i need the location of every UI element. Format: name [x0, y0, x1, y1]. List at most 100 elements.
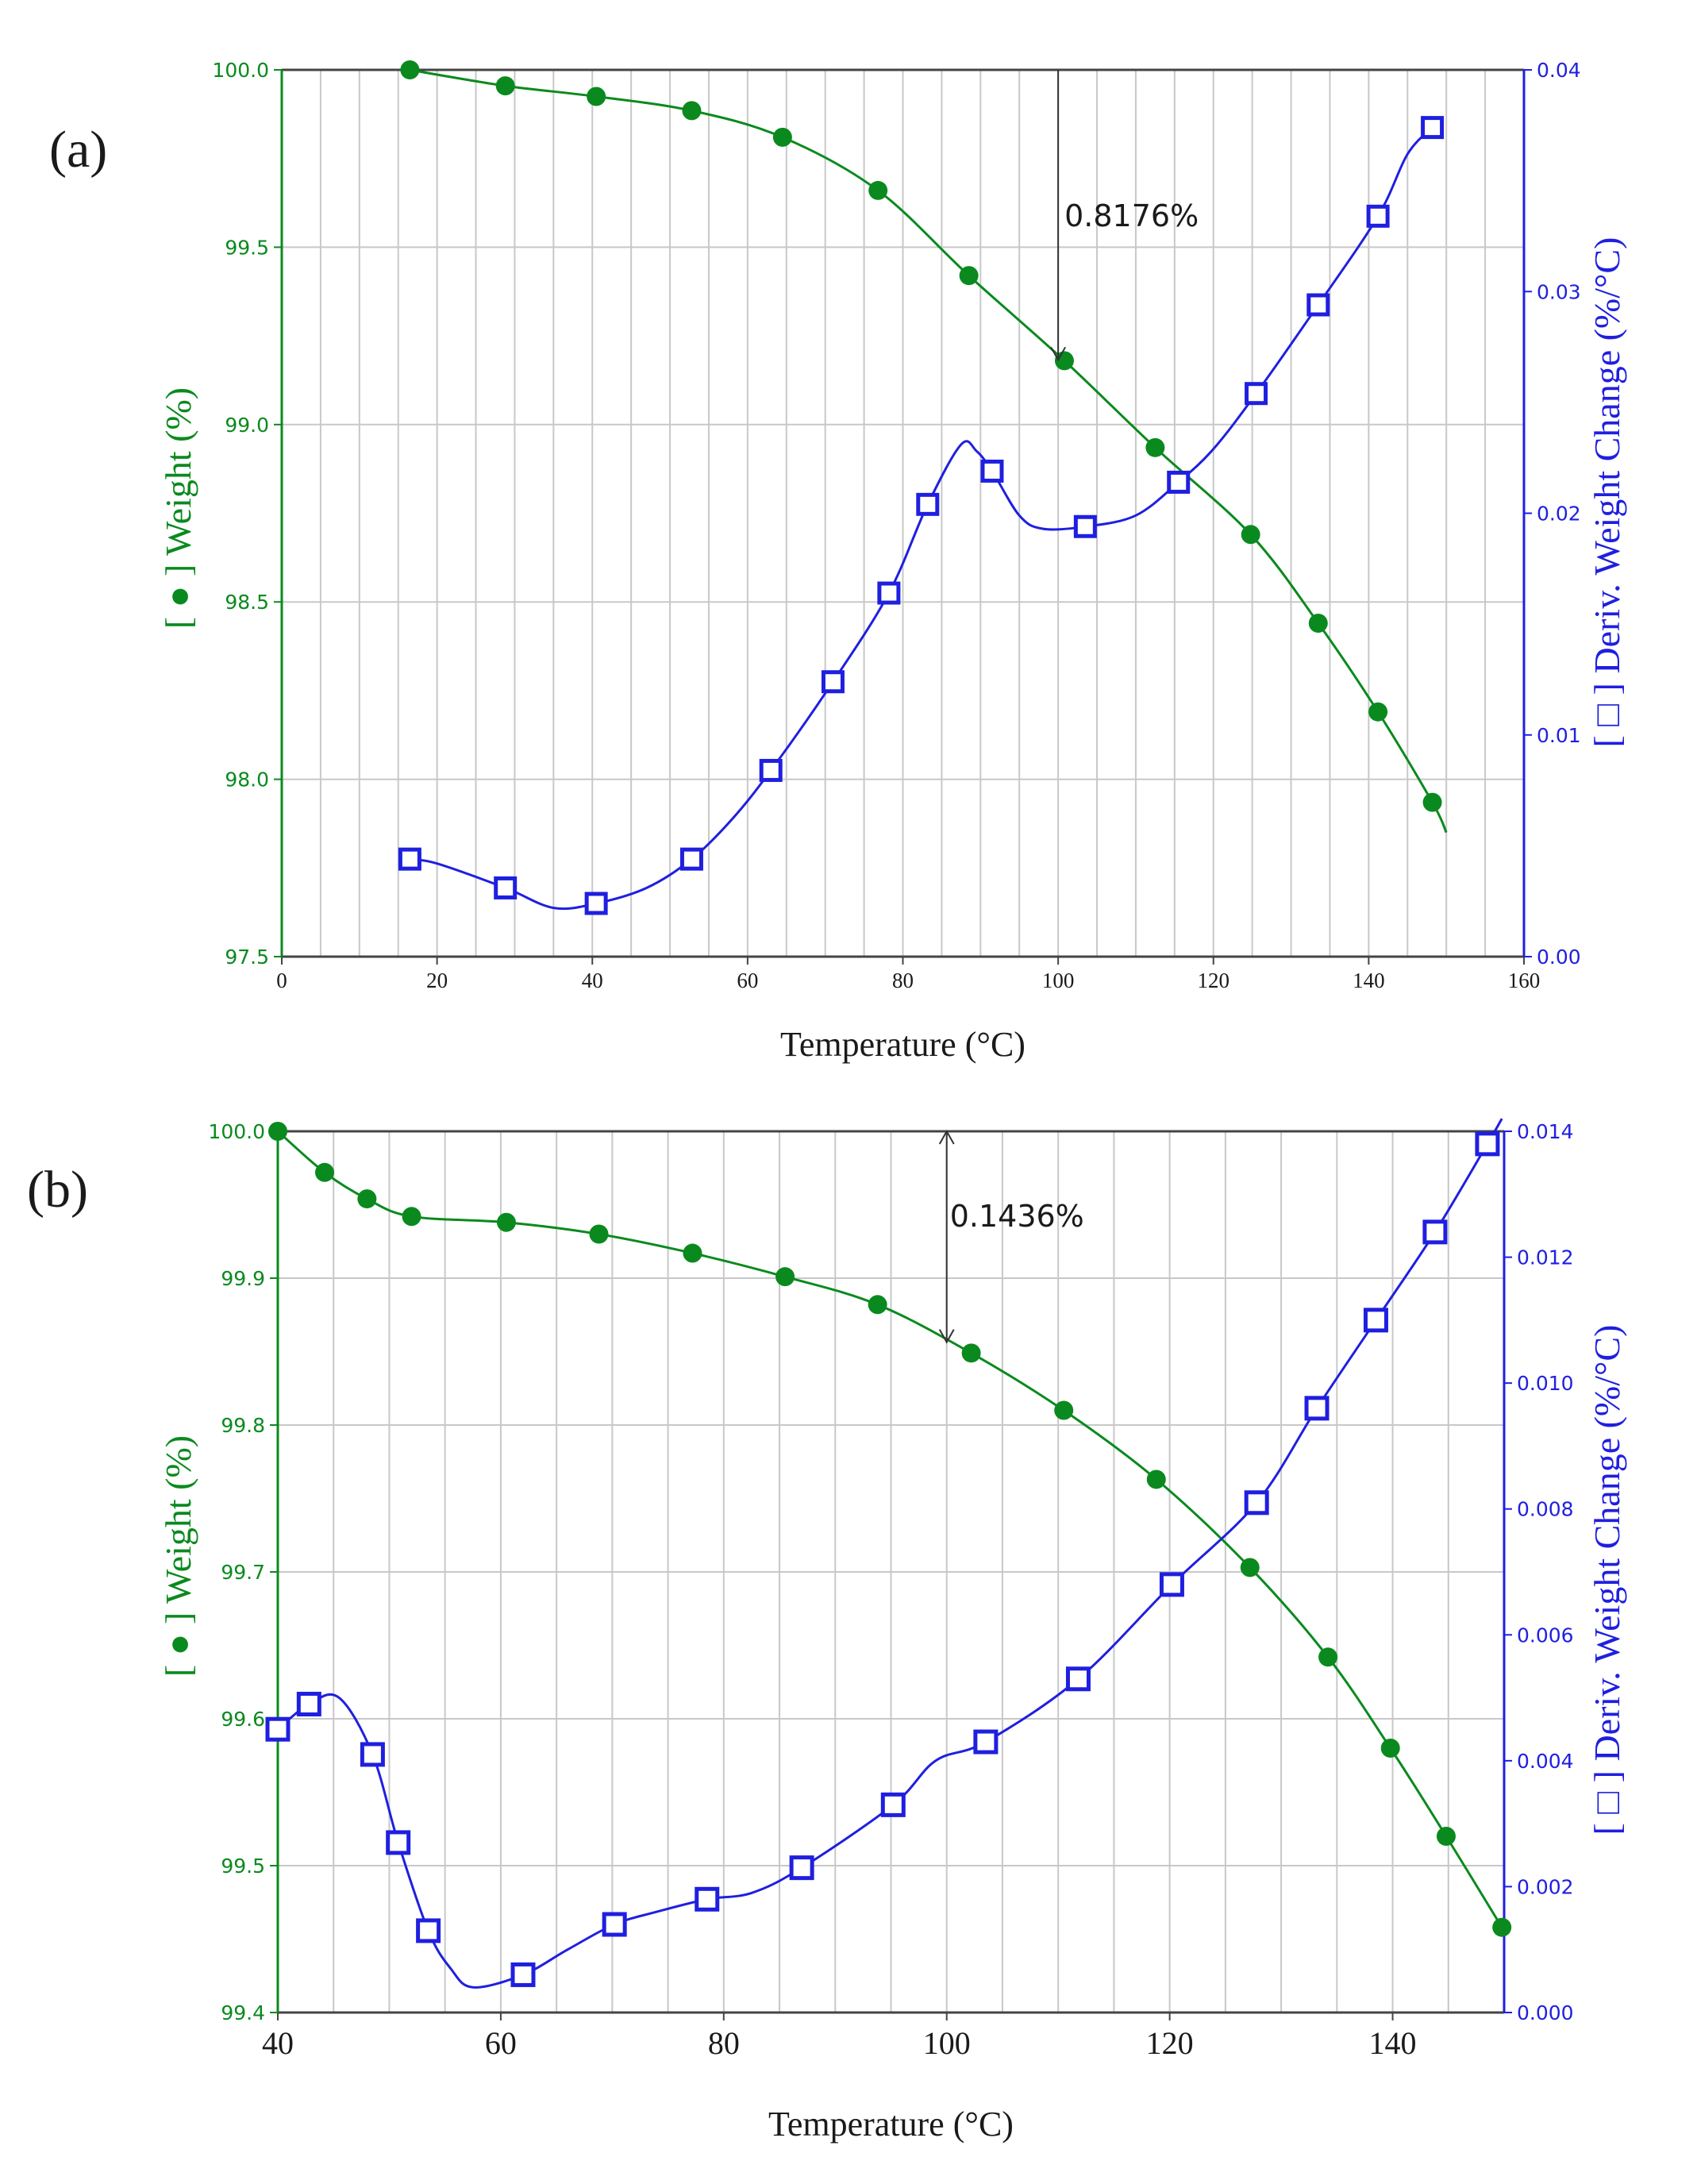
deriv-point [510, 1962, 536, 1987]
deriv-point [1159, 1572, 1184, 1597]
y-axis-right-title: [ □ ] Deriv. Weight Change (%/°C) [1587, 237, 1627, 748]
deriv-point [1245, 382, 1268, 406]
deriv-point [584, 892, 608, 915]
annotation-arrow-head-top [938, 1129, 955, 1145]
deriv-point [1065, 1666, 1091, 1692]
deriv-point [494, 876, 518, 899]
y-right-tick-label: 0.014 [1517, 1120, 1574, 1143]
deriv-point [1306, 293, 1330, 317]
deriv-point [821, 670, 845, 694]
deriv-point [296, 1692, 321, 1716]
y-left-tick-label: 98.0 [225, 768, 269, 792]
grid [278, 1131, 1504, 2013]
weight-curve [277, 1130, 1503, 1928]
y-left-tick-label: 99.7 [221, 1561, 265, 1584]
weight-point [1436, 1827, 1456, 1846]
weight-point [1492, 1917, 1512, 1937]
deriv-point [1422, 1219, 1448, 1245]
y-right-tick-label: 0.012 [1517, 1246, 1574, 1269]
y-right-tick-label: 0.000 [1517, 2001, 1574, 2024]
deriv-point [1421, 116, 1445, 140]
deriv-point [1363, 1308, 1388, 1333]
y-left-tick-label: 99.4 [221, 2001, 265, 2024]
x-tick-label: 60 [737, 969, 758, 992]
weight-point [496, 1212, 516, 1232]
y-left-tick-label: 99.5 [221, 1855, 265, 1878]
annotation-arrow-head [938, 1329, 955, 1344]
deriv-point [789, 1855, 814, 1881]
weight-point [1318, 1647, 1338, 1667]
deriv-curve [277, 1118, 1503, 1989]
weight-point [402, 1207, 421, 1227]
x-tick-label: 0 [276, 969, 287, 992]
y-right-tick-label: 0.04 [1537, 59, 1581, 82]
annotation-label: 0.8176% [1064, 198, 1199, 233]
deriv-point [265, 1716, 291, 1742]
deriv-point [416, 1918, 441, 1943]
weight-point [1241, 525, 1260, 545]
x-tick-label: 140 [1369, 2025, 1417, 2061]
weight-point [682, 101, 702, 121]
weight-point [868, 1295, 887, 1315]
y-left-tick-label: 99.6 [221, 1708, 265, 1731]
y-left-tick-label: 99.0 [225, 414, 269, 437]
y-axis-left-title: [ ● ] Weight (%) [158, 387, 198, 629]
weight-point [1308, 614, 1328, 634]
x-axis-title: Temperature (°C) [768, 2105, 1014, 2144]
weight-point [1145, 437, 1165, 457]
weight-point [314, 1162, 334, 1182]
weight-point [959, 266, 979, 286]
x-tick-label: 40 [582, 969, 603, 992]
weight-point [961, 1343, 981, 1363]
y-right-tick-label: 0.002 [1517, 1875, 1574, 1898]
y-right-tick-label: 0.004 [1517, 1750, 1574, 1773]
weight-loss-annotation: 0.1436% [938, 1129, 1084, 1344]
weight-point [1054, 1400, 1074, 1420]
deriv-point [1475, 1131, 1500, 1157]
y-axis-right-title: [ □ ] Deriv. Weight Change (%/°C) [1587, 1325, 1627, 1835]
x-tick-label: 20 [426, 969, 448, 992]
x-tick-label: 60 [485, 2025, 517, 2061]
weight-point [268, 1122, 287, 1141]
y-right-tick-label: 0.010 [1517, 1372, 1574, 1395]
weight-loss-annotation: 0.8176% [1050, 70, 1199, 362]
deriv-point [1073, 514, 1097, 538]
y-right-tick-label: 0.00 [1537, 946, 1581, 969]
panel-label: (b) [27, 1161, 88, 1219]
weight-point [589, 1224, 609, 1244]
weight-point [683, 1243, 702, 1263]
deriv-point [398, 847, 421, 871]
x-tick-label: 120 [1198, 969, 1230, 992]
y-right-tick-label: 0.006 [1517, 1624, 1574, 1647]
y-left-tick-label: 99.8 [221, 1414, 265, 1437]
weight-point [1422, 792, 1442, 812]
deriv-point [695, 1886, 720, 1912]
deriv-curve [410, 126, 1433, 911]
y-axis-left-title: [ ● ] Weight (%) [158, 1435, 198, 1677]
weight-point [775, 1267, 795, 1287]
panel-b: 40 60 80 100 120 140 99.4 99.5 99.6 99.7 99.8 99.9 1… [27, 1118, 1627, 2144]
panel-a: 0 20 40 60 80 100 120 140 160 97.5 98.0 98.5 99.0 99.… [49, 59, 1627, 1064]
weight-curve [410, 68, 1448, 834]
deriv-point [602, 1912, 627, 1937]
y-left-tick-label: 98.5 [225, 591, 269, 614]
deriv-point [360, 1742, 385, 1767]
weight-point [1380, 1739, 1400, 1758]
deriv-point [880, 1792, 906, 1817]
y-right-tick-label: 0.01 [1537, 724, 1581, 747]
panel-label: (a) [49, 121, 107, 179]
x-tick-label: 160 [1508, 969, 1541, 992]
deriv-point [759, 758, 783, 782]
x-tick-label: 140 [1353, 969, 1385, 992]
y-left-tick-label: 99.9 [221, 1267, 265, 1290]
weight-point [1146, 1469, 1166, 1489]
weight-point [1368, 702, 1388, 722]
x-tick-label: 80 [708, 2025, 740, 2061]
deriv-point [916, 492, 940, 516]
deriv-point [1304, 1396, 1330, 1421]
weight-point [357, 1189, 377, 1209]
y-left-tick-label: 97.5 [225, 946, 269, 969]
weight-point [495, 76, 515, 96]
y-left-tick-label: 99.5 [225, 236, 269, 259]
